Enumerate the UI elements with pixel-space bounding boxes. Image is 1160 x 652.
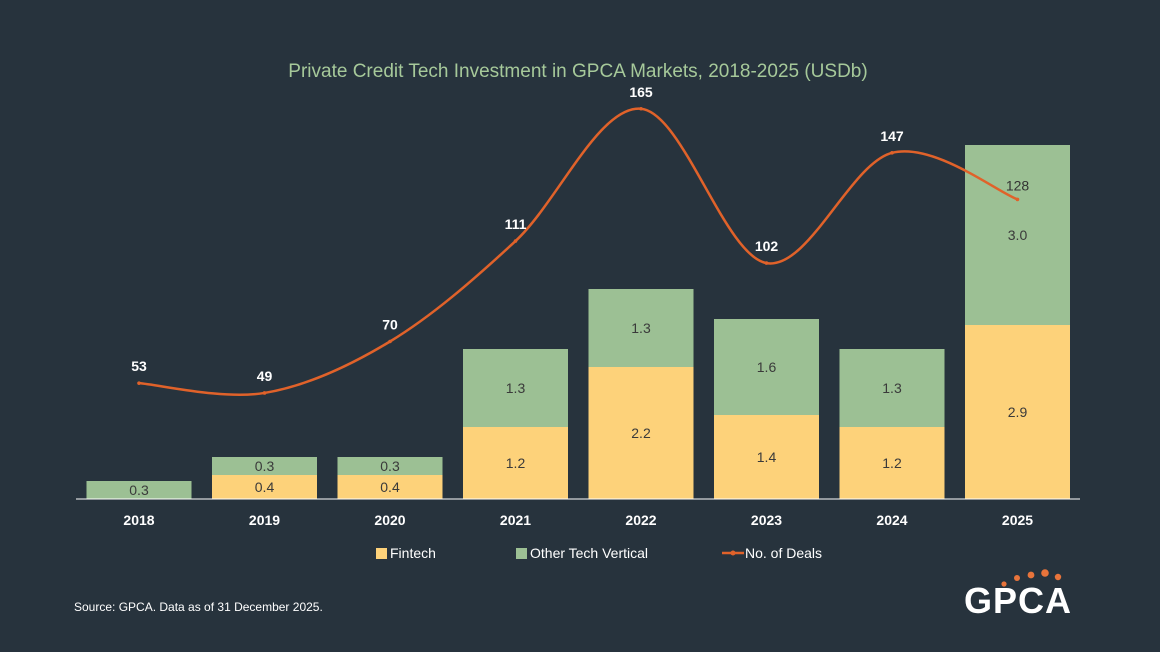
deals-label-2023: 102 — [755, 238, 779, 254]
bar-other-2022 — [588, 289, 694, 367]
x-tick-label-2023: 2023 — [751, 512, 782, 528]
bar-other-2021 — [463, 349, 568, 427]
legend-label-other: Other Tech Vertical — [530, 545, 648, 561]
bar-label-fintech-2019: 0.4 — [255, 479, 275, 495]
bar-fintech-2023 — [714, 415, 819, 499]
bar-fintech-2019 — [212, 475, 317, 499]
deals-label-2024: 147 — [880, 128, 904, 144]
deals-point-2020 — [388, 339, 392, 344]
bar-other-2018 — [86, 481, 192, 499]
deals-point-2023 — [764, 261, 769, 265]
legend-swatch-deals-marker — [730, 550, 736, 556]
x-tick-label-2024: 2024 — [876, 512, 907, 528]
deals-label-2019: 49 — [257, 368, 273, 384]
logo-dot-1 — [1001, 581, 1007, 587]
bar-label-fintech-2025: 2.9 — [1008, 404, 1028, 420]
source-note: Source: GPCA. Data as of 31 December 202… — [74, 600, 323, 614]
chart-title: Private Credit Tech Investment in GPCA M… — [288, 61, 867, 82]
bar-label-other-2019: 0.3 — [255, 458, 275, 474]
legend-label-deals: No. of Deals — [745, 545, 822, 561]
bar-label-other-2021: 1.3 — [506, 380, 526, 396]
x-tick-label-2025: 2025 — [1002, 512, 1033, 528]
deals-label-2025: 128 — [1006, 177, 1030, 193]
bar-fintech-2021 — [463, 427, 568, 499]
bar-label-other-2022: 1.3 — [631, 320, 651, 336]
bar-label-fintech-2022: 2.2 — [631, 425, 651, 441]
bars-layer: 0.3 0.4 0.3 0.4 0.3 1.2 1.3 2.2 1.3 1.4 1.6 1.2 1.3 2… — [86, 145, 1070, 499]
bar-label-fintech-2024: 1.2 — [882, 455, 902, 471]
bar-other-2020 — [337, 457, 443, 475]
bar-other-2023 — [714, 319, 819, 415]
deals-point-2021 — [513, 239, 518, 243]
bar-label-other-2024: 1.3 — [882, 380, 902, 396]
deals-label-2020: 70 — [382, 317, 398, 333]
x-tick-label-2019: 2019 — [249, 512, 280, 528]
legend-swatch-other — [516, 548, 527, 559]
gpca-logo: GPCA — [964, 569, 1072, 621]
deals-point-2022 — [639, 106, 643, 111]
x-tick-label-2018: 2018 — [123, 512, 154, 528]
x-tick-label-2022: 2022 — [625, 512, 656, 528]
bar-other-2019 — [212, 457, 317, 475]
bar-label-other-2018: 0.3 — [129, 482, 149, 498]
logo-dot-5 — [1054, 573, 1062, 581]
bar-label-fintech-2023: 1.4 — [757, 449, 777, 465]
logo-dot-4 — [1041, 569, 1049, 577]
deals-point-2019 — [262, 391, 267, 395]
x-tick-label-2020: 2020 — [374, 512, 405, 528]
x-tick-labels: 2018 2019 2020 2021 2022 2023 2024 2025 — [123, 512, 1033, 528]
bar-fintech-2024 — [839, 427, 945, 499]
deals-line-layer: 53 49 70 111 165 102 147 128 — [131, 84, 1030, 396]
bar-other-2024 — [839, 349, 945, 427]
deals-point-2025 — [1015, 197, 1020, 202]
x-tick-label-2021: 2021 — [500, 512, 531, 528]
bar-label-other-2023: 1.6 — [757, 359, 777, 375]
bar-label-fintech-2021: 1.2 — [506, 455, 526, 471]
deals-point-2018 — [137, 381, 141, 385]
logo-dot-2 — [1014, 575, 1020, 581]
legend-label-fintech: Fintech — [390, 545, 436, 561]
bar-label-other-2025: 3.0 — [1008, 227, 1028, 243]
deals-label-2021: 111 — [505, 216, 527, 232]
deals-label-2018: 53 — [131, 358, 147, 374]
bar-label-fintech-2020: 0.4 — [380, 479, 400, 495]
bar-fintech-2022 — [588, 367, 694, 499]
deals-line — [138, 107, 1018, 396]
bar-other-2025 — [965, 145, 1070, 325]
logo-dots — [1001, 569, 1062, 587]
legend-swatch-fintech — [376, 548, 387, 559]
deals-point-2024 — [890, 151, 894, 155]
logo-text: GPCA — [964, 580, 1072, 621]
logo-dot-3 — [1027, 571, 1035, 579]
bar-fintech-2025 — [965, 325, 1070, 499]
deals-label-2022: 165 — [629, 84, 653, 100]
bar-fintech-2020 — [337, 475, 443, 499]
legend: Fintech Other Tech Vertical No. of Deals — [376, 545, 822, 561]
bar-label-other-2020: 0.3 — [380, 458, 400, 474]
